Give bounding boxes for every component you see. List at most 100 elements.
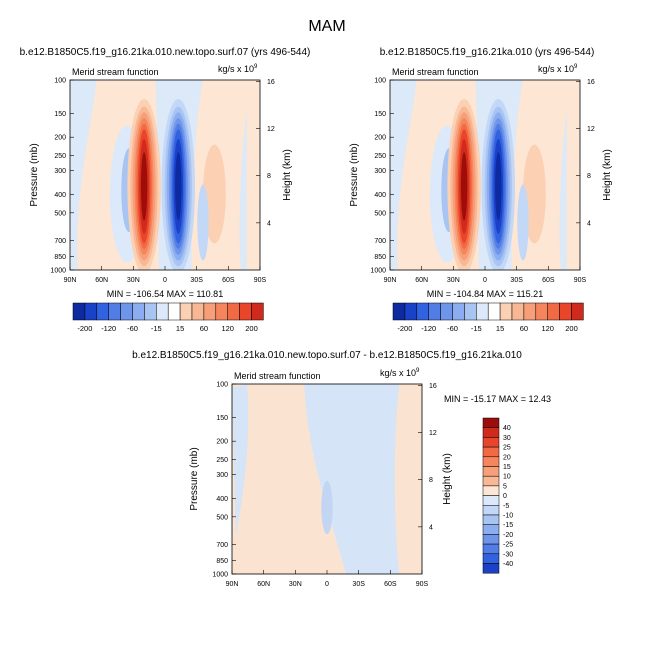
colorbar-box [191, 302, 205, 321]
p-tick-label: 100 [374, 78, 386, 85]
p-tick-label: 700 [374, 238, 386, 245]
panel-3-ylabel: Pressure (mb) [189, 447, 200, 510]
x-tick-label: 60N [415, 277, 428, 284]
colorbar-label: 60 [520, 324, 528, 333]
colorbar-box [482, 417, 500, 428]
colorbar-box [482, 514, 500, 525]
p-tick-label: 300 [374, 168, 386, 175]
panel-2-units: kg/s x 109 [538, 64, 578, 74]
x-tick-label: 30N [289, 581, 302, 588]
x-tick-label: 0 [483, 277, 487, 284]
x-tick-label: 0 [325, 581, 329, 588]
colorbar-box [179, 302, 193, 321]
p-tick-label: 100 [216, 382, 228, 389]
p-tick-label: 250 [374, 153, 386, 160]
colorbar-label: 200 [565, 324, 578, 333]
panel-3-stats: MIN = -15.17 MAX = 12.43 [444, 394, 551, 404]
h-tick-label: 8 [267, 173, 271, 180]
ferrel-cell-sh [203, 144, 226, 244]
colorbar-box [482, 485, 500, 496]
colorbar-box [499, 302, 513, 321]
p-tick-label: 250 [54, 153, 66, 160]
x-tick-label: 30N [127, 277, 140, 284]
colorbar-label: 25 [503, 445, 511, 452]
h-tick-label: 16 [587, 79, 595, 86]
h-tick-label: 8 [587, 173, 591, 180]
cell-sh-light-blue [517, 184, 529, 261]
colorbar-label: 60 [200, 324, 208, 333]
p-tick-label: 700 [54, 238, 66, 245]
h-tick-label: 4 [267, 220, 271, 227]
colorbar-box [120, 302, 133, 321]
colorbar-box [440, 302, 453, 321]
colorbar-box [482, 427, 500, 438]
colorbar-box [167, 302, 181, 321]
colorbar-box [203, 302, 217, 321]
p-tick-label: 500 [54, 210, 66, 217]
colorbar-label: -30 [503, 551, 513, 558]
colorbar-label: 15 [496, 324, 504, 333]
figure-title: MAM [308, 18, 345, 35]
hadley-cell-sh-contour [495, 152, 502, 221]
colorbar-box [482, 437, 500, 448]
colorbar-box [84, 302, 98, 321]
colorbar-box [156, 302, 169, 321]
panel-2: b.e12.B1850C5.f19_g16.21ka.010 (yrs 496-… [349, 47, 613, 333]
p-tick-label: 150 [374, 111, 386, 118]
panel-2-stats: MIN = -104.84 MAX = 115.21 [427, 289, 543, 299]
p-tick-label: 400 [216, 496, 228, 503]
colorbar-label: -40 [503, 561, 513, 568]
colorbar-label: 40 [503, 425, 511, 432]
colorbar-label: -20 [503, 532, 513, 539]
colorbar-box [482, 505, 500, 516]
x-tick-label: 60S [542, 277, 555, 284]
colorbar-box [251, 302, 264, 321]
panel-3-title: b.e12.B1850C5.f19_g16.21ka.010.new.topo.… [132, 350, 522, 361]
colorbar-label: -200 [397, 324, 412, 333]
panel-1-ylabel-right: Height (km) [282, 149, 293, 201]
colorbar-box [452, 302, 465, 321]
p-tick-label: 1000 [370, 268, 386, 275]
x-tick-label: 90N [226, 581, 239, 588]
colorbar-label: -15 [503, 522, 513, 529]
colorbar-label: -5 [503, 503, 509, 510]
diff-negative-core [321, 480, 333, 535]
panel-2-ylabel: Pressure (mb) [349, 143, 360, 206]
h-tick-label: 12 [429, 430, 437, 437]
panel-1-units: kg/s x 109 [218, 64, 258, 74]
colorbar-box [482, 495, 500, 506]
diff-negative-region [232, 384, 249, 536]
p-tick-label: 700 [216, 542, 228, 549]
panel-2-ticks: 90N 60N 30N 0 30S 60S 90S 100 150 200 250 300 400 500… [370, 78, 594, 285]
colorbar-label: 15 [503, 464, 511, 471]
colorbar-label: -200 [77, 324, 92, 333]
colorbar-label: 15 [176, 324, 184, 333]
colorbar-box [547, 302, 560, 321]
colorbar-label: 30 [503, 435, 511, 442]
colorbar-box [215, 302, 228, 321]
panel-1-colorbar: -200 -120 -60 -15 15 60 120 200 [72, 302, 264, 333]
p-tick-label: 400 [374, 192, 386, 199]
panel-2-subtitle: Merid stream function [392, 67, 479, 77]
p-tick-label: 500 [216, 514, 228, 521]
p-tick-label: 200 [54, 135, 66, 142]
colorbar-label: 0 [503, 493, 507, 500]
p-tick-label: 150 [216, 415, 228, 422]
panel-3-colorbar: 40 30 25 20 15 10 5 0 -5 -10 -15 -20 -25 -30 -40 [482, 417, 513, 574]
cell-sh-light-blue [197, 184, 209, 261]
panel-2-colorbar: -200 -120 -60 -15 15 60 120 200 [392, 302, 584, 333]
colorbar-label: -15 [471, 324, 482, 333]
colorbar-label: -15 [151, 324, 162, 333]
p-tick-label: 400 [54, 192, 66, 199]
colorbar-box [482, 456, 500, 467]
hadley-cell-nh-contour [140, 152, 148, 221]
panel-2-title: b.e12.B1850C5.f19_g16.21ka.010 (yrs 496-… [380, 47, 595, 58]
hadley-cell-sh-contour [175, 152, 182, 221]
p-tick-label: 100 [54, 78, 66, 85]
colorbar-box [482, 466, 500, 477]
panel-3-units: kg/s x 109 [380, 368, 420, 378]
p-tick-label: 850 [374, 254, 386, 261]
colorbar-label: -10 [503, 513, 513, 520]
diff-polar-positive [403, 384, 422, 574]
